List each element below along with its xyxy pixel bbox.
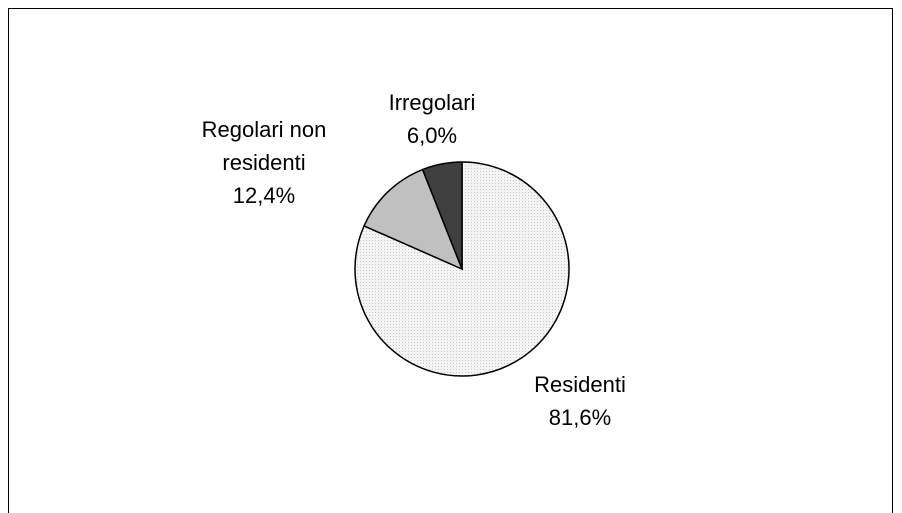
slice-value: 6,0% bbox=[406, 123, 458, 148]
pie-slice bbox=[421, 161, 463, 270]
slice-value: 81,6% bbox=[548, 405, 612, 430]
pie-slice bbox=[363, 168, 464, 271]
slice-name: Irregolari bbox=[388, 90, 476, 115]
chart-frame bbox=[8, 8, 893, 513]
slice-name: Residenti bbox=[534, 372, 626, 397]
slice-value: 12,4% bbox=[232, 183, 296, 208]
slice-name: Regolari non residenti bbox=[201, 117, 327, 175]
slice-label: Irregolari 6,0% bbox=[352, 86, 512, 152]
slice-label: Regolari non residenti 12,4% bbox=[164, 113, 364, 212]
slice-label: Residenti 81,6% bbox=[500, 368, 660, 434]
